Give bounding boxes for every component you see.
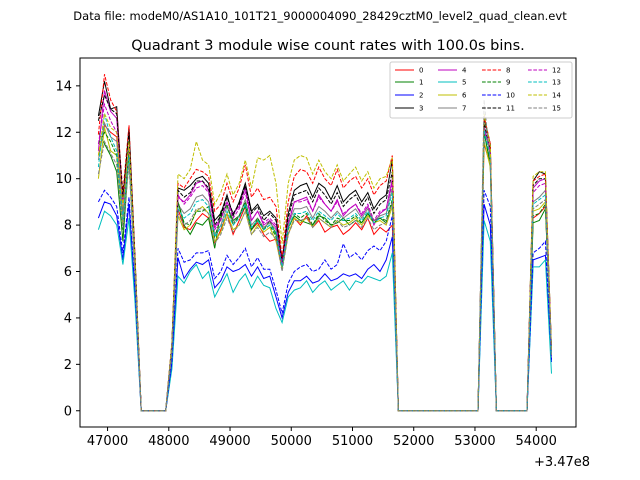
legend-label-12: 12: [552, 67, 561, 75]
x-tick-label: 51000: [332, 434, 373, 449]
y-tick-label: 8: [64, 219, 72, 234]
legend-box: [389, 61, 573, 119]
legend-label-13: 13: [552, 79, 561, 87]
y-tick-label: 10: [55, 172, 72, 187]
series-line-14: [97, 111, 552, 412]
series-layer: [97, 74, 552, 412]
y-tick-label: 12: [55, 126, 72, 141]
legend-label-1: 1: [419, 79, 423, 87]
x-tick-label: 54000: [516, 434, 557, 449]
x-tick-label: 49000: [209, 434, 250, 449]
legend-label-7: 7: [462, 105, 466, 113]
x-tick-label: 47000: [87, 434, 128, 449]
legend-label-8: 8: [506, 67, 510, 75]
legend-label-3: 3: [419, 105, 423, 113]
legend-label-2: 2: [419, 92, 423, 100]
legend-label-11: 11: [506, 105, 515, 113]
x-tick-label: 52000: [393, 434, 434, 449]
plot-frame: [79, 57, 577, 428]
x-tick-label: 53000: [454, 434, 495, 449]
y-tick-label: 0: [64, 404, 72, 419]
x-tick-label: 48000: [148, 434, 189, 449]
legend-label-15: 15: [552, 105, 561, 113]
y-axis: 0 2 4 6 8 10 12 14: [55, 79, 80, 419]
legend-label-10: 10: [506, 92, 515, 100]
legend-label-14: 14: [552, 92, 561, 100]
x-tick-label: 50000: [271, 434, 312, 449]
series-line-15: [97, 99, 552, 412]
y-tick-label: 6: [64, 265, 72, 280]
figure-suptitle: Data file: modeM0/AS1A10_101T21_90000040…: [73, 9, 567, 23]
y-tick-label: 4: [64, 311, 72, 326]
x-offset-label: +3.47e8: [534, 455, 590, 470]
legend-label-6: 6: [462, 92, 467, 100]
legend-label-4: 4: [462, 67, 467, 75]
x-axis: 47000 48000 49000 50000 51000 52000 53000 54000: [87, 427, 557, 449]
chart-title: Quadrant 3 module wise count rates with …: [131, 38, 525, 54]
legend-label-0: 0: [419, 67, 423, 75]
legend-label-9: 9: [506, 79, 510, 87]
y-tick-label: 2: [64, 358, 72, 373]
legend-label-5: 5: [462, 79, 466, 87]
y-tick-label: 14: [55, 79, 72, 94]
